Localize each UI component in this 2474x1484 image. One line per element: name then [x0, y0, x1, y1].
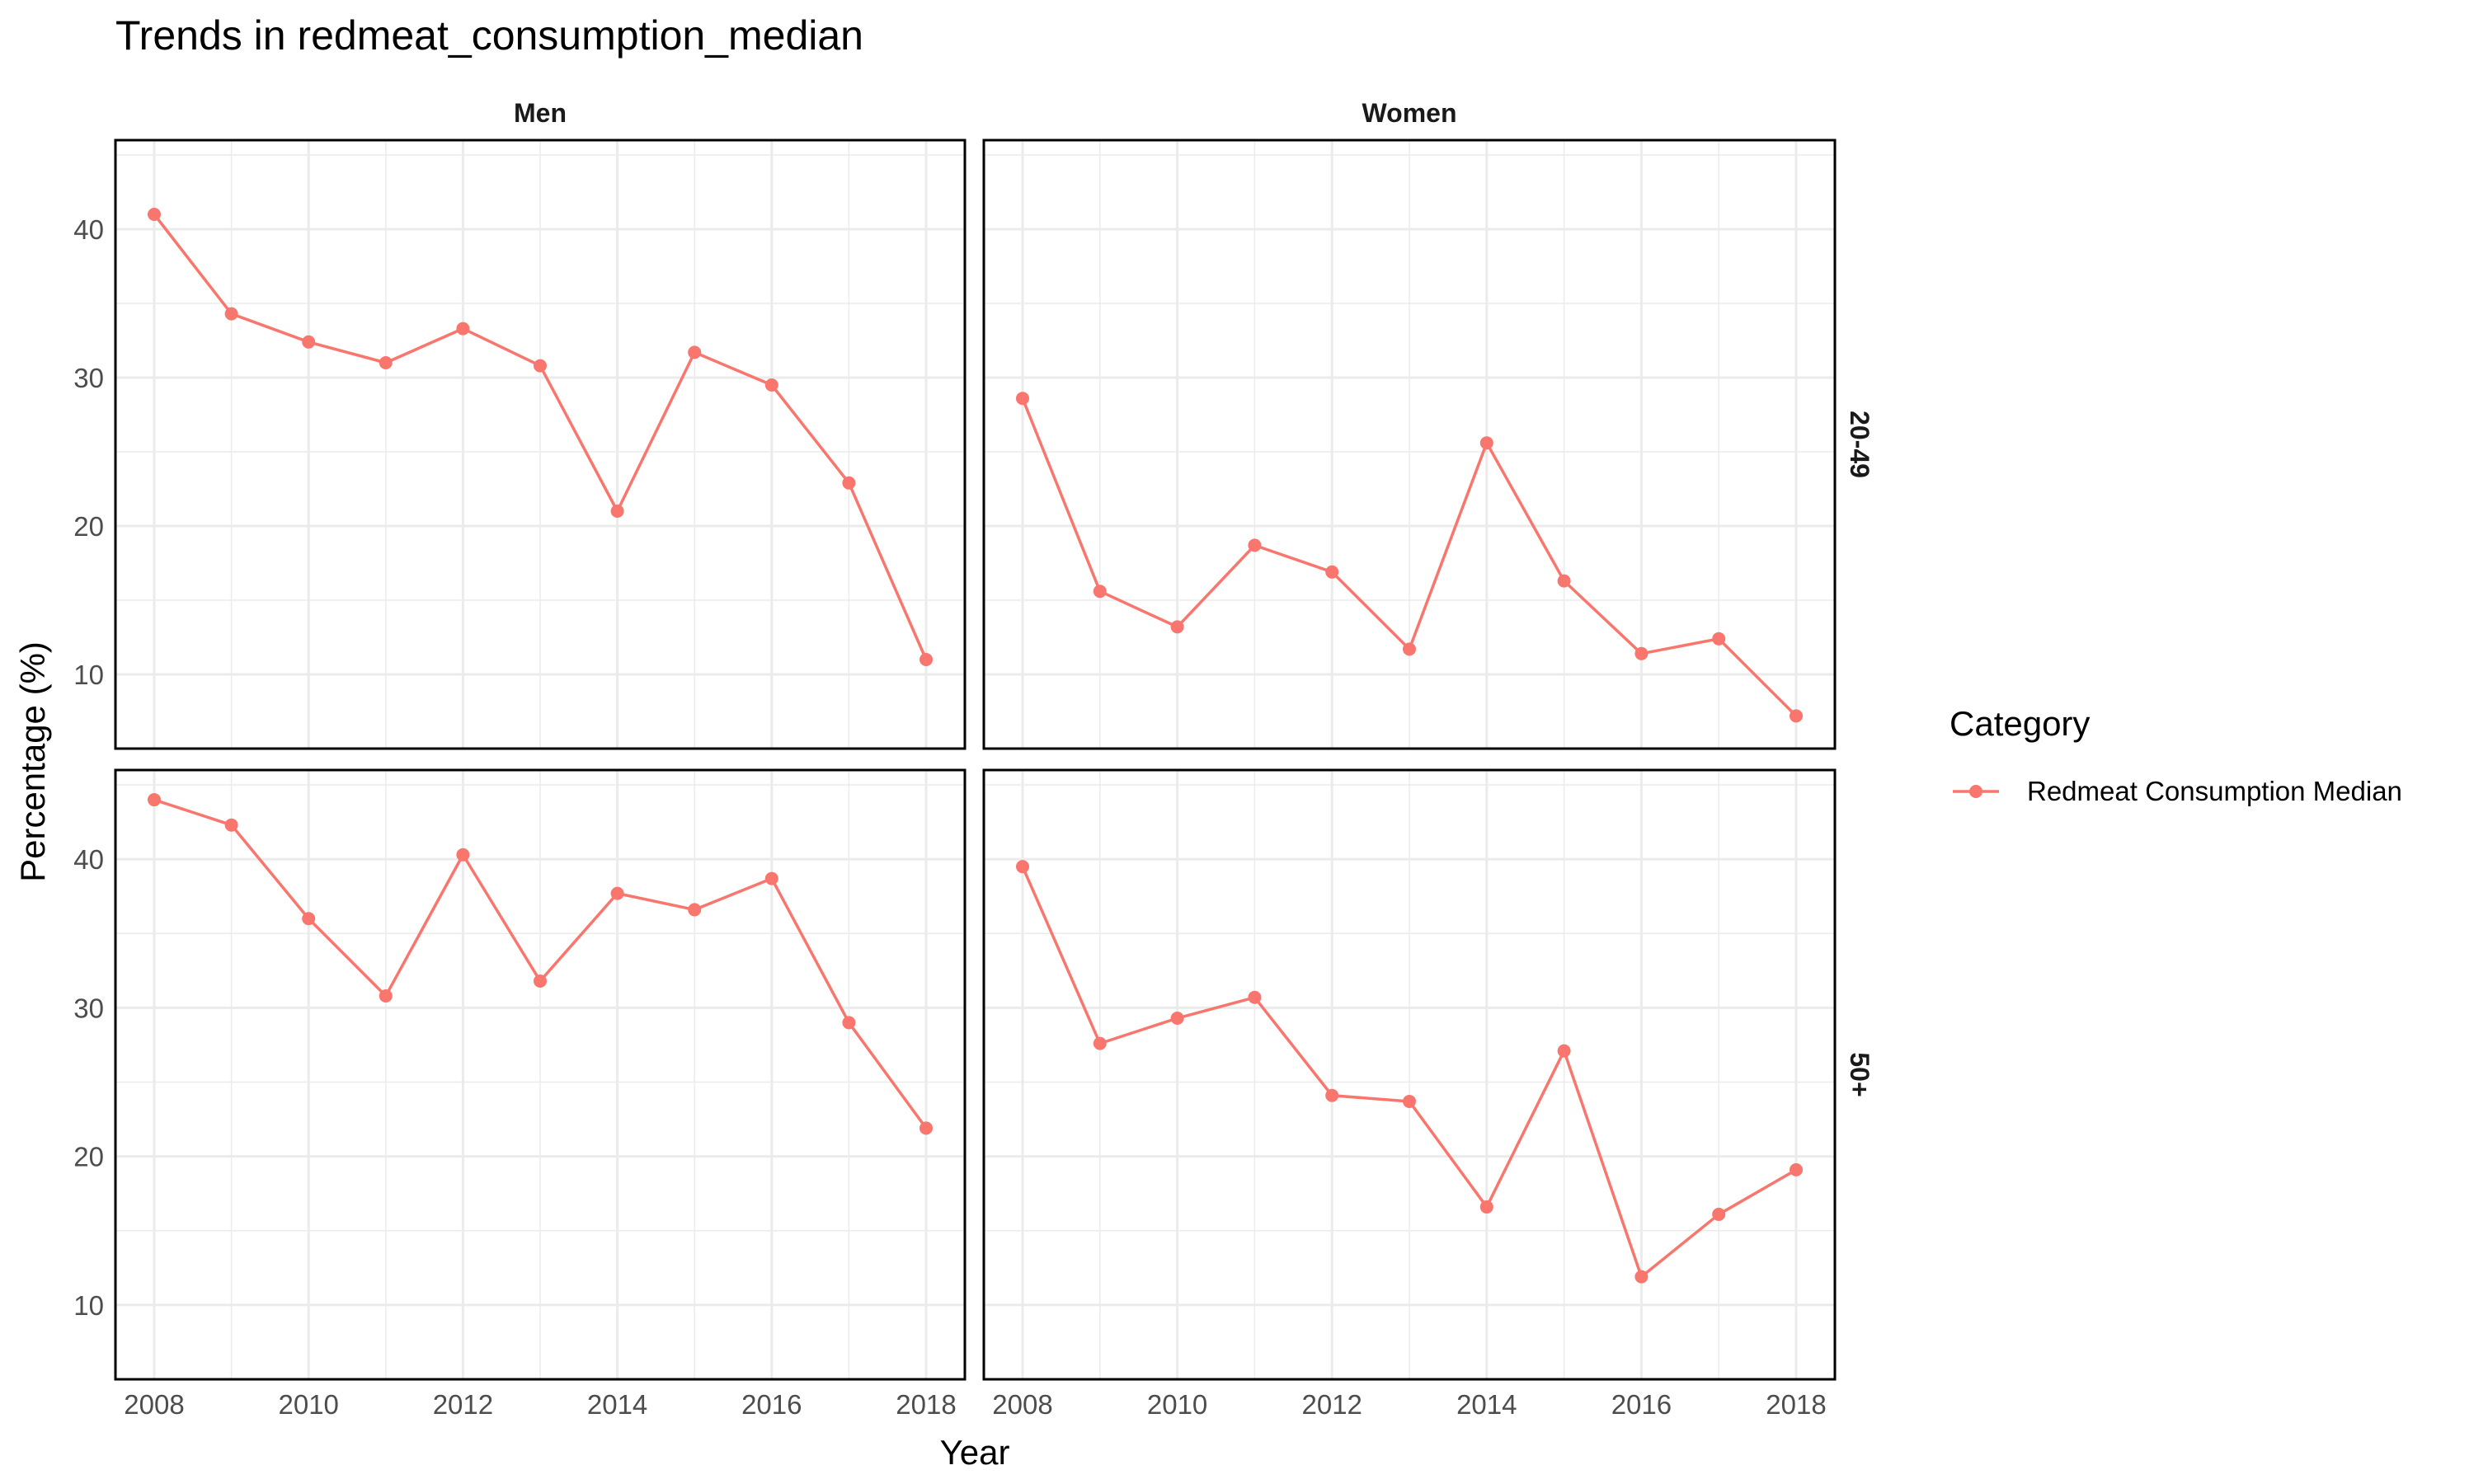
data-point [1093, 585, 1107, 599]
y-tick-label: 10 [73, 660, 104, 690]
legend-title: Category [1950, 704, 2090, 743]
y-tick-label: 30 [73, 993, 104, 1023]
y-tick-label: 10 [73, 1290, 104, 1321]
data-point [302, 912, 316, 926]
panel-women-50: 2008 2010 2012 2014 2016 2018 [982, 768, 1837, 1420]
x-tick-label: 2010 [1147, 1389, 1207, 1420]
facet-strip-women: Women [1362, 98, 1457, 128]
data-point [1712, 1207, 1726, 1221]
data-point [1403, 1094, 1416, 1108]
minor-gridlines [984, 140, 1835, 749]
panel-border [982, 139, 1837, 750]
data-point [1557, 1044, 1571, 1058]
panel-men-50: 10 20 30 40 2008 2010 2012 2014 2016 2018 [73, 768, 967, 1420]
data-point [1712, 632, 1726, 646]
legend-entry: Redmeat Consumption Median [1953, 776, 2402, 806]
facet-panels: Men Women 20-49 50+ 10 20 30 40 10 20 30 40 2008 2010… [73, 98, 1874, 1420]
data-point [1403, 642, 1416, 656]
facet-strip-20-49: 20-49 [1845, 411, 1874, 478]
data-point [379, 356, 393, 369]
major-gridlines [115, 140, 965, 749]
legend-entries: Redmeat Consumption Median [1953, 776, 2402, 806]
panel-border [982, 768, 1837, 1381]
x-axis-title: Year [940, 1433, 1010, 1472]
data-point [842, 1016, 856, 1030]
x-tick-label: 2018 [896, 1389, 956, 1420]
data-point [1248, 990, 1262, 1004]
x-tick-label: 2014 [587, 1389, 647, 1420]
data-point [842, 476, 856, 490]
data-point [1248, 538, 1262, 552]
y-tick-label: 20 [73, 511, 104, 542]
major-gridlines [984, 140, 1835, 749]
y-tick-label: 40 [73, 844, 104, 875]
data-point [764, 871, 778, 885]
data-point [1790, 1162, 1803, 1176]
y-tick-label: 30 [73, 363, 104, 393]
x-tick-label: 2012 [433, 1389, 493, 1420]
panel-border [114, 768, 967, 1381]
data-point [920, 1121, 933, 1135]
data-point [920, 653, 933, 666]
x-tick-label: 2016 [1611, 1389, 1672, 1420]
x-tick-label: 2018 [1766, 1389, 1826, 1420]
data-point [1790, 709, 1803, 723]
data-point [764, 378, 778, 392]
x-tick-label: 2008 [992, 1389, 1052, 1420]
data-point [1325, 1088, 1339, 1102]
data-point [610, 505, 624, 518]
facet-strip-men: Men [514, 98, 567, 128]
panel-men-20-49: 10 20 30 40 [73, 139, 967, 750]
x-tick-label: 2014 [1456, 1389, 1517, 1420]
x-tick-label: 2016 [741, 1389, 802, 1420]
data-point [1170, 620, 1184, 634]
y-tick-label: 40 [73, 214, 104, 245]
facet-strip-50: 50+ [1845, 1052, 1874, 1097]
data-point [688, 903, 702, 917]
data-point [610, 886, 624, 900]
data-point [1016, 392, 1029, 406]
panel-women-20-49 [982, 139, 1837, 750]
data-point [224, 818, 238, 832]
data-point [1093, 1036, 1107, 1050]
minor-gridlines [984, 770, 1835, 1380]
minor-gridlines [115, 140, 965, 749]
data-point [148, 793, 161, 807]
x-tick-label: 2010 [278, 1389, 338, 1420]
data-point [1016, 860, 1029, 874]
y-axis-title: Percentage (%) [13, 641, 52, 882]
major-gridlines [115, 770, 965, 1379]
data-point [224, 307, 238, 321]
data-point [456, 848, 470, 862]
y-tick-label: 20 [73, 1142, 104, 1172]
data-point [379, 989, 393, 1003]
data-point [534, 974, 547, 988]
data-point [1634, 646, 1649, 660]
data-point [688, 345, 702, 359]
legend: Category Redmeat Consumption Median [1950, 704, 2402, 806]
minor-gridlines [115, 770, 965, 1380]
data-point [1325, 565, 1339, 579]
data-point [1634, 1270, 1649, 1284]
panel-border [114, 139, 967, 750]
legend-label: Redmeat Consumption Median [2027, 776, 2402, 806]
x-tick-label: 2008 [124, 1389, 184, 1420]
data-point [148, 208, 161, 221]
chart-title: Trends in redmeat_consumption_median [115, 12, 863, 59]
data-point [302, 335, 316, 349]
data-point [1479, 1200, 1493, 1214]
x-tick-label: 2012 [1301, 1389, 1362, 1420]
data-point [1479, 436, 1493, 450]
legend-point-key [1969, 785, 1982, 798]
data-point [1170, 1012, 1184, 1026]
data-point [534, 359, 547, 373]
data-point [456, 322, 470, 336]
data-point [1557, 574, 1571, 588]
